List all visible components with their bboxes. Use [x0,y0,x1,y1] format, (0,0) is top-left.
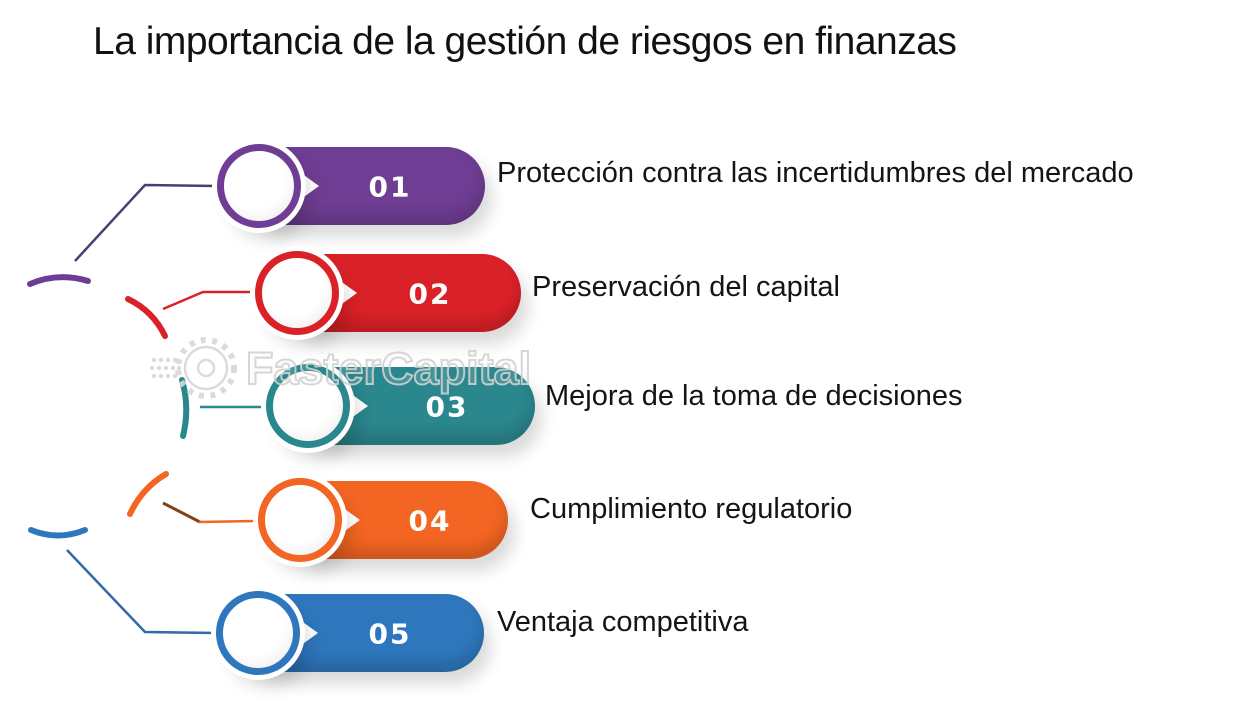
step-number: 03 [425,390,469,424]
connector-line-4a [162,501,201,524]
step-circle [266,364,350,448]
connector-line-1 [74,183,217,262]
page-title: La importancia de la gestión de riesgos … [93,20,957,63]
step-circle [258,478,342,562]
step-label: Protección contra las incertidumbres del… [497,157,1134,189]
connector-line-2 [162,290,254,311]
arc-accent-1 [27,274,91,287]
step-circle [216,591,300,675]
step-circle [255,251,339,335]
step-number: 01 [368,170,412,204]
step-number: 04 [408,504,452,538]
step-number: 02 [408,277,452,311]
step-label: Preservación del capital [532,271,840,303]
arc-accent-3 [179,377,190,439]
arc-accent-4 [127,471,169,517]
step-label: Ventaja competitiva [497,606,749,638]
arc-accent-2 [125,296,168,339]
step-number: 05 [368,617,412,651]
step-label: Cumplimiento regulatorio [530,493,853,525]
arc-accent-5 [28,527,88,539]
connector-line-4b [198,519,259,524]
connector-line-5 [66,549,217,635]
step-circle [217,144,301,228]
step-label: Mejora de la toma de decisiones [545,380,963,412]
